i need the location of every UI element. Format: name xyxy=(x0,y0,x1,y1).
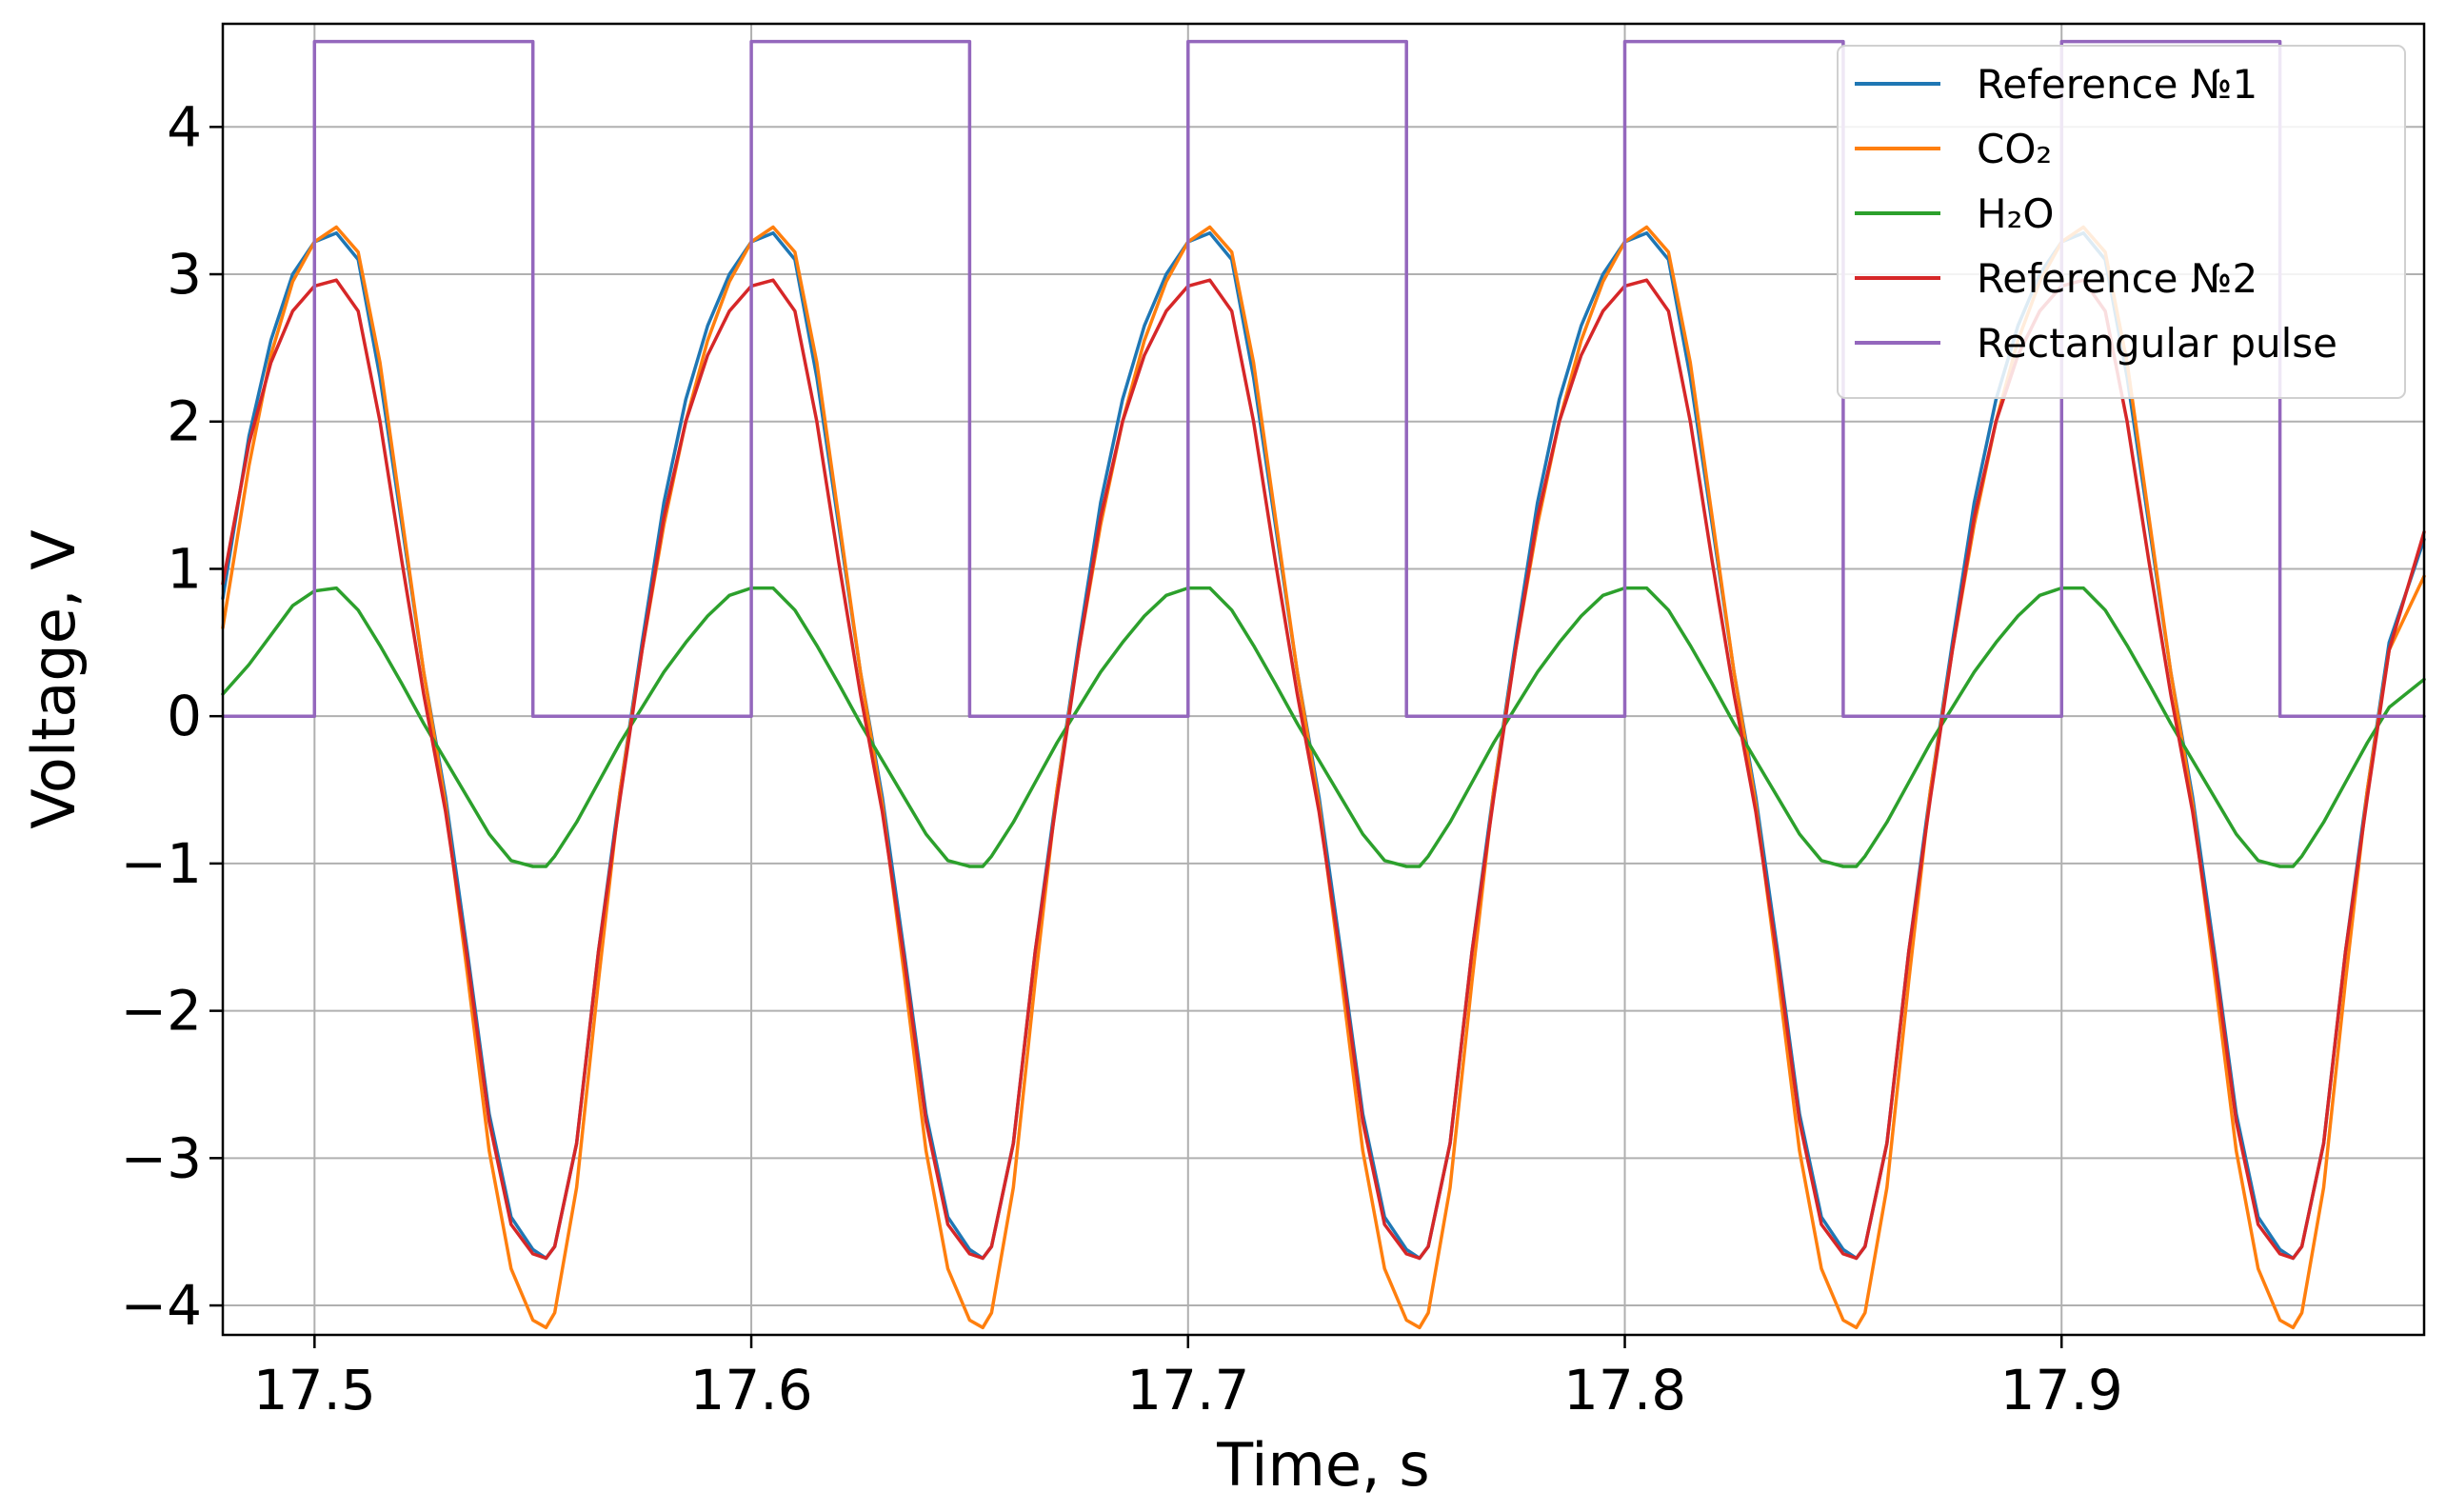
x-axis-title: Time, s xyxy=(1216,1430,1429,1500)
legend-label: H₂O xyxy=(1977,190,2054,237)
legend-label: Reference №1 xyxy=(1977,61,2257,108)
x-tick-label: 17.9 xyxy=(2000,1358,2123,1422)
legend-label: CO₂ xyxy=(1977,126,2052,172)
legend-box xyxy=(1837,45,2406,399)
y-axis-title: Voltage, V xyxy=(19,529,89,828)
x-tick-label: 17.5 xyxy=(253,1358,376,1422)
x-tick-label: 17.6 xyxy=(689,1358,812,1422)
y-tick-label: 4 xyxy=(167,94,202,159)
y-tick-label: −1 xyxy=(121,831,203,896)
y-tick-label: −3 xyxy=(121,1125,203,1190)
x-tick-label: 17.8 xyxy=(1563,1358,1686,1422)
y-tick-label: 3 xyxy=(167,242,202,307)
y-tick-label: 0 xyxy=(167,684,202,748)
y-tick-label: −4 xyxy=(121,1273,203,1338)
y-tick-label: 1 xyxy=(167,536,202,601)
x-tick-label: 17.7 xyxy=(1126,1358,1249,1422)
axis-ticks: 17.5 17.6 17.7 17.8 17.9 −4 −3 −2 −1 0 1 2 3 4 xyxy=(121,94,2123,1422)
legend-label: Reference №2 xyxy=(1977,255,2257,302)
legend: Reference №1 CO₂ H₂O Reference №2 Rectangula… xyxy=(1837,45,2406,399)
y-tick-label: 2 xyxy=(167,389,202,454)
legend-label: Rectangular pulse xyxy=(1977,320,2337,367)
plot-area-frame xyxy=(221,22,2426,1337)
y-tick-label: −2 xyxy=(121,979,203,1044)
series-line xyxy=(221,586,2426,868)
